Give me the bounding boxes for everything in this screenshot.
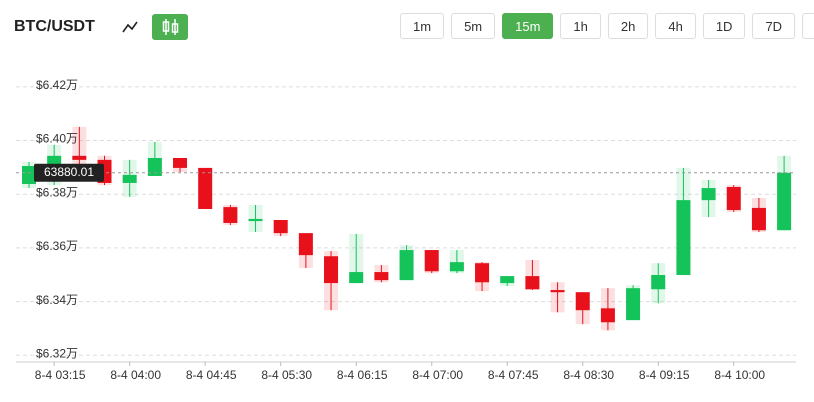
y-tick-label: $6.36万: [36, 239, 78, 253]
interval-button[interactable]: 1m: [400, 13, 445, 39]
x-tick-label: 8-4 06:15: [337, 368, 388, 382]
candle-body: [651, 275, 666, 290]
candle-body: [600, 308, 615, 323]
candle-body: [726, 186, 741, 211]
candle-chart-icon[interactable]: [152, 14, 188, 40]
line-chart-icon[interactable]: [122, 21, 138, 33]
candle-body: [449, 262, 464, 272]
x-tick-label: 8-4 04:00: [110, 368, 161, 382]
interval-button[interactable]: 5m: [451, 13, 496, 39]
candle-body: [500, 276, 515, 284]
y-tick-label: $6.42万: [36, 78, 78, 92]
candle-body: [198, 167, 213, 209]
interval-button[interactable]: 1h: [560, 13, 601, 39]
price-tag: [34, 163, 104, 182]
candle-body: [22, 166, 36, 185]
candle-body: [701, 188, 716, 201]
interval-button[interactable]: 7D: [752, 13, 796, 39]
candle-body: [550, 290, 565, 293]
candle-body: [223, 207, 238, 223]
candle-body: [374, 272, 389, 281]
candle-body: [298, 233, 313, 256]
price-tag-label: 63880.01: [44, 165, 94, 179]
interval-button[interactable]: 4h: [655, 13, 696, 39]
x-tick-label: 8-4 03:15: [35, 368, 86, 382]
candle-body: [575, 292, 590, 311]
candle-body: [122, 174, 137, 183]
candle-body: [525, 276, 540, 290]
candle-body: [751, 207, 766, 231]
x-tick-label: 8-4 04:45: [186, 368, 237, 382]
candle-body: [147, 157, 162, 176]
candle-body: [424, 250, 439, 272]
x-tick-label: 8-4 09:15: [639, 368, 690, 382]
interval-button[interactable]: 1M: [802, 13, 814, 39]
x-tick-label: 8-4 10:00: [714, 368, 765, 382]
candle-body: [399, 250, 414, 281]
interval-button[interactable]: 15m: [502, 13, 554, 39]
candle-body: [349, 272, 364, 284]
interval-button[interactable]: 2h: [607, 13, 649, 39]
candle-body: [72, 155, 87, 160]
y-tick-label: $6.34万: [36, 293, 78, 307]
interval-buttons: 1m5m15m1h2h4h1D7D1M: [400, 13, 814, 39]
y-tick-label: $6.40万: [36, 132, 78, 146]
candle-body: [676, 200, 691, 276]
y-tick-label: $6.32万: [36, 346, 78, 360]
y-tick-label: $6.38万: [36, 185, 78, 199]
candle-body: [273, 219, 288, 234]
x-tick-label: 8-4 07:00: [412, 368, 463, 382]
candle-body: [248, 218, 263, 222]
candle-body: [475, 263, 490, 283]
interval-button[interactable]: 1D: [702, 13, 746, 39]
x-tick-label: 8-4 07:45: [488, 368, 539, 382]
candle-body: [777, 172, 792, 231]
candle-body: [626, 288, 641, 321]
symbol: BTC/USDT: [14, 18, 95, 35]
x-tick-label: 8-4 08:30: [563, 368, 614, 382]
candle-body: [173, 157, 188, 168]
candle-body: [324, 256, 339, 284]
x-tick-label: 8-4 05:30: [261, 368, 312, 382]
